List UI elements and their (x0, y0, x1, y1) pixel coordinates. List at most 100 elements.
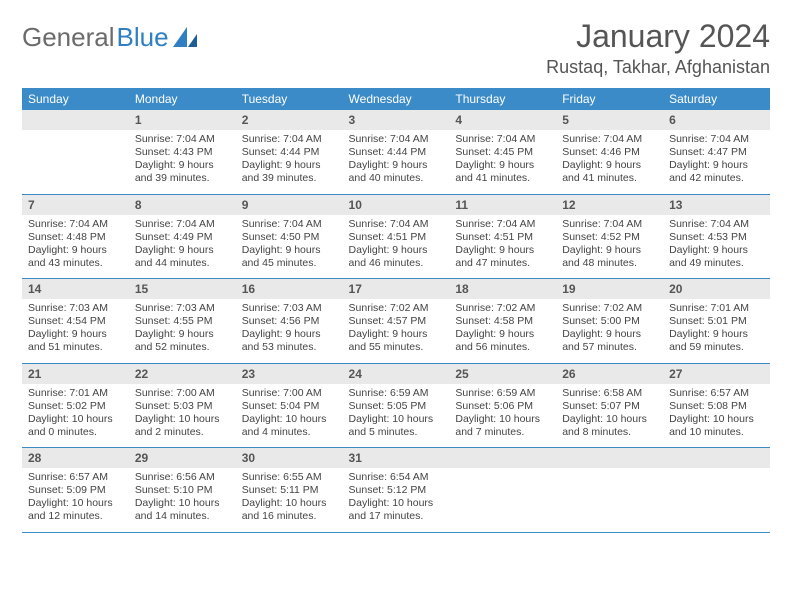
day-body: Sunrise: 7:04 AMSunset: 4:44 PMDaylight:… (236, 130, 343, 194)
sunrise-text: Sunrise: 7:01 AM (28, 387, 123, 400)
logo-sail-icon (173, 27, 199, 49)
day-number: 14 (22, 279, 129, 299)
daylight-text: and 10 minutes. (669, 426, 764, 439)
sunrise-text: Sunrise: 7:04 AM (455, 133, 550, 146)
sunset-text: Sunset: 4:57 PM (349, 315, 444, 328)
sunset-text: Sunset: 4:50 PM (242, 231, 337, 244)
day-body: Sunrise: 7:04 AMSunset: 4:53 PMDaylight:… (663, 215, 770, 279)
calendar-cell: 12Sunrise: 7:04 AMSunset: 4:52 PMDayligh… (556, 194, 663, 279)
weekday-header: Monday (129, 88, 236, 110)
daylight-text: Daylight: 9 hours (669, 159, 764, 172)
calendar-cell: 22Sunrise: 7:00 AMSunset: 5:03 PMDayligh… (129, 363, 236, 448)
daylight-text: and 53 minutes. (242, 341, 337, 354)
daylight-text: and 12 minutes. (28, 510, 123, 523)
weekday-header: Tuesday (236, 88, 343, 110)
sunset-text: Sunset: 5:02 PM (28, 400, 123, 413)
daylight-text: and 39 minutes. (135, 172, 230, 185)
daylight-text: and 39 minutes. (242, 172, 337, 185)
daylight-text: Daylight: 9 hours (562, 328, 657, 341)
day-body: Sunrise: 6:54 AMSunset: 5:12 PMDaylight:… (343, 468, 450, 532)
sunrise-text: Sunrise: 7:03 AM (135, 302, 230, 315)
sunrise-text: Sunrise: 7:02 AM (455, 302, 550, 315)
daylight-text: and 4 minutes. (242, 426, 337, 439)
sunset-text: Sunset: 5:11 PM (242, 484, 337, 497)
day-body: Sunrise: 7:02 AMSunset: 4:57 PMDaylight:… (343, 299, 450, 363)
daylight-text: Daylight: 9 hours (349, 159, 444, 172)
day-number: 21 (22, 364, 129, 384)
sunrise-text: Sunrise: 6:59 AM (349, 387, 444, 400)
sunrise-text: Sunrise: 7:04 AM (349, 133, 444, 146)
calendar-cell: 2Sunrise: 7:04 AMSunset: 4:44 PMDaylight… (236, 110, 343, 194)
sunrise-text: Sunrise: 7:04 AM (455, 218, 550, 231)
daylight-text: Daylight: 10 hours (135, 497, 230, 510)
daylight-text: and 46 minutes. (349, 257, 444, 270)
sunset-text: Sunset: 5:06 PM (455, 400, 550, 413)
calendar-cell: 13Sunrise: 7:04 AMSunset: 4:53 PMDayligh… (663, 194, 770, 279)
daylight-text: Daylight: 10 hours (349, 497, 444, 510)
calendar-cell: 10Sunrise: 7:04 AMSunset: 4:51 PMDayligh… (343, 194, 450, 279)
sunset-text: Sunset: 5:08 PM (669, 400, 764, 413)
daylight-text: and 44 minutes. (135, 257, 230, 270)
day-number: 28 (22, 448, 129, 468)
day-number: 29 (129, 448, 236, 468)
daylight-text: and 0 minutes. (28, 426, 123, 439)
sunset-text: Sunset: 5:10 PM (135, 484, 230, 497)
calendar-cell: 31Sunrise: 6:54 AMSunset: 5:12 PMDayligh… (343, 448, 450, 533)
day-body: Sunrise: 7:04 AMSunset: 4:46 PMDaylight:… (556, 130, 663, 194)
sunset-text: Sunset: 4:44 PM (242, 146, 337, 159)
daylight-text: and 5 minutes. (349, 426, 444, 439)
day-body: Sunrise: 6:56 AMSunset: 5:10 PMDaylight:… (129, 468, 236, 532)
day-number: 4 (449, 110, 556, 130)
sunrise-text: Sunrise: 6:54 AM (349, 471, 444, 484)
calendar-cell: 30Sunrise: 6:55 AMSunset: 5:11 PMDayligh… (236, 448, 343, 533)
location: Rustaq, Takhar, Afghanistan (546, 57, 770, 78)
sunrise-text: Sunrise: 7:04 AM (669, 133, 764, 146)
daylight-text: and 51 minutes. (28, 341, 123, 354)
day-number: 23 (236, 364, 343, 384)
sunrise-text: Sunrise: 7:04 AM (562, 218, 657, 231)
daylight-text: and 14 minutes. (135, 510, 230, 523)
daylight-text: Daylight: 9 hours (28, 328, 123, 341)
day-body: Sunrise: 7:01 AMSunset: 5:01 PMDaylight:… (663, 299, 770, 363)
calendar-cell (663, 448, 770, 533)
sunrise-text: Sunrise: 7:04 AM (349, 218, 444, 231)
sunset-text: Sunset: 5:00 PM (562, 315, 657, 328)
sunrise-text: Sunrise: 7:00 AM (242, 387, 337, 400)
sunrise-text: Sunrise: 7:03 AM (28, 302, 123, 315)
day-number: 27 (663, 364, 770, 384)
calendar-week-row: 21Sunrise: 7:01 AMSunset: 5:02 PMDayligh… (22, 363, 770, 448)
sunrise-text: Sunrise: 6:56 AM (135, 471, 230, 484)
sunset-text: Sunset: 4:51 PM (349, 231, 444, 244)
day-body: Sunrise: 7:04 AMSunset: 4:45 PMDaylight:… (449, 130, 556, 194)
daylight-text: Daylight: 10 hours (242, 497, 337, 510)
day-body (22, 130, 129, 188)
sunrise-text: Sunrise: 7:04 AM (562, 133, 657, 146)
calendar-week-row: 14Sunrise: 7:03 AMSunset: 4:54 PMDayligh… (22, 279, 770, 364)
header: GeneralBlue January 2024 Rustaq, Takhar,… (22, 18, 770, 78)
daylight-text: Daylight: 9 hours (349, 244, 444, 257)
daylight-text: Daylight: 9 hours (562, 159, 657, 172)
daylight-text: Daylight: 9 hours (135, 244, 230, 257)
calendar-cell (556, 448, 663, 533)
day-body: Sunrise: 7:00 AMSunset: 5:03 PMDaylight:… (129, 384, 236, 448)
day-body: Sunrise: 7:02 AMSunset: 5:00 PMDaylight:… (556, 299, 663, 363)
sunset-text: Sunset: 5:09 PM (28, 484, 123, 497)
logo: GeneralBlue (22, 18, 199, 53)
sunset-text: Sunset: 4:54 PM (28, 315, 123, 328)
daylight-text: and 41 minutes. (455, 172, 550, 185)
sunrise-text: Sunrise: 7:01 AM (669, 302, 764, 315)
daylight-text: Daylight: 9 hours (349, 328, 444, 341)
sunset-text: Sunset: 4:56 PM (242, 315, 337, 328)
daylight-text: Daylight: 9 hours (242, 159, 337, 172)
month-title: January 2024 (546, 18, 770, 55)
daylight-text: Daylight: 9 hours (455, 328, 550, 341)
weekday-header: Friday (556, 88, 663, 110)
day-number: 19 (556, 279, 663, 299)
day-number: 26 (556, 364, 663, 384)
sunset-text: Sunset: 4:58 PM (455, 315, 550, 328)
sunset-text: Sunset: 4:52 PM (562, 231, 657, 244)
calendar-cell: 4Sunrise: 7:04 AMSunset: 4:45 PMDaylight… (449, 110, 556, 194)
day-body: Sunrise: 7:00 AMSunset: 5:04 PMDaylight:… (236, 384, 343, 448)
daylight-text: and 52 minutes. (135, 341, 230, 354)
day-number: 6 (663, 110, 770, 130)
